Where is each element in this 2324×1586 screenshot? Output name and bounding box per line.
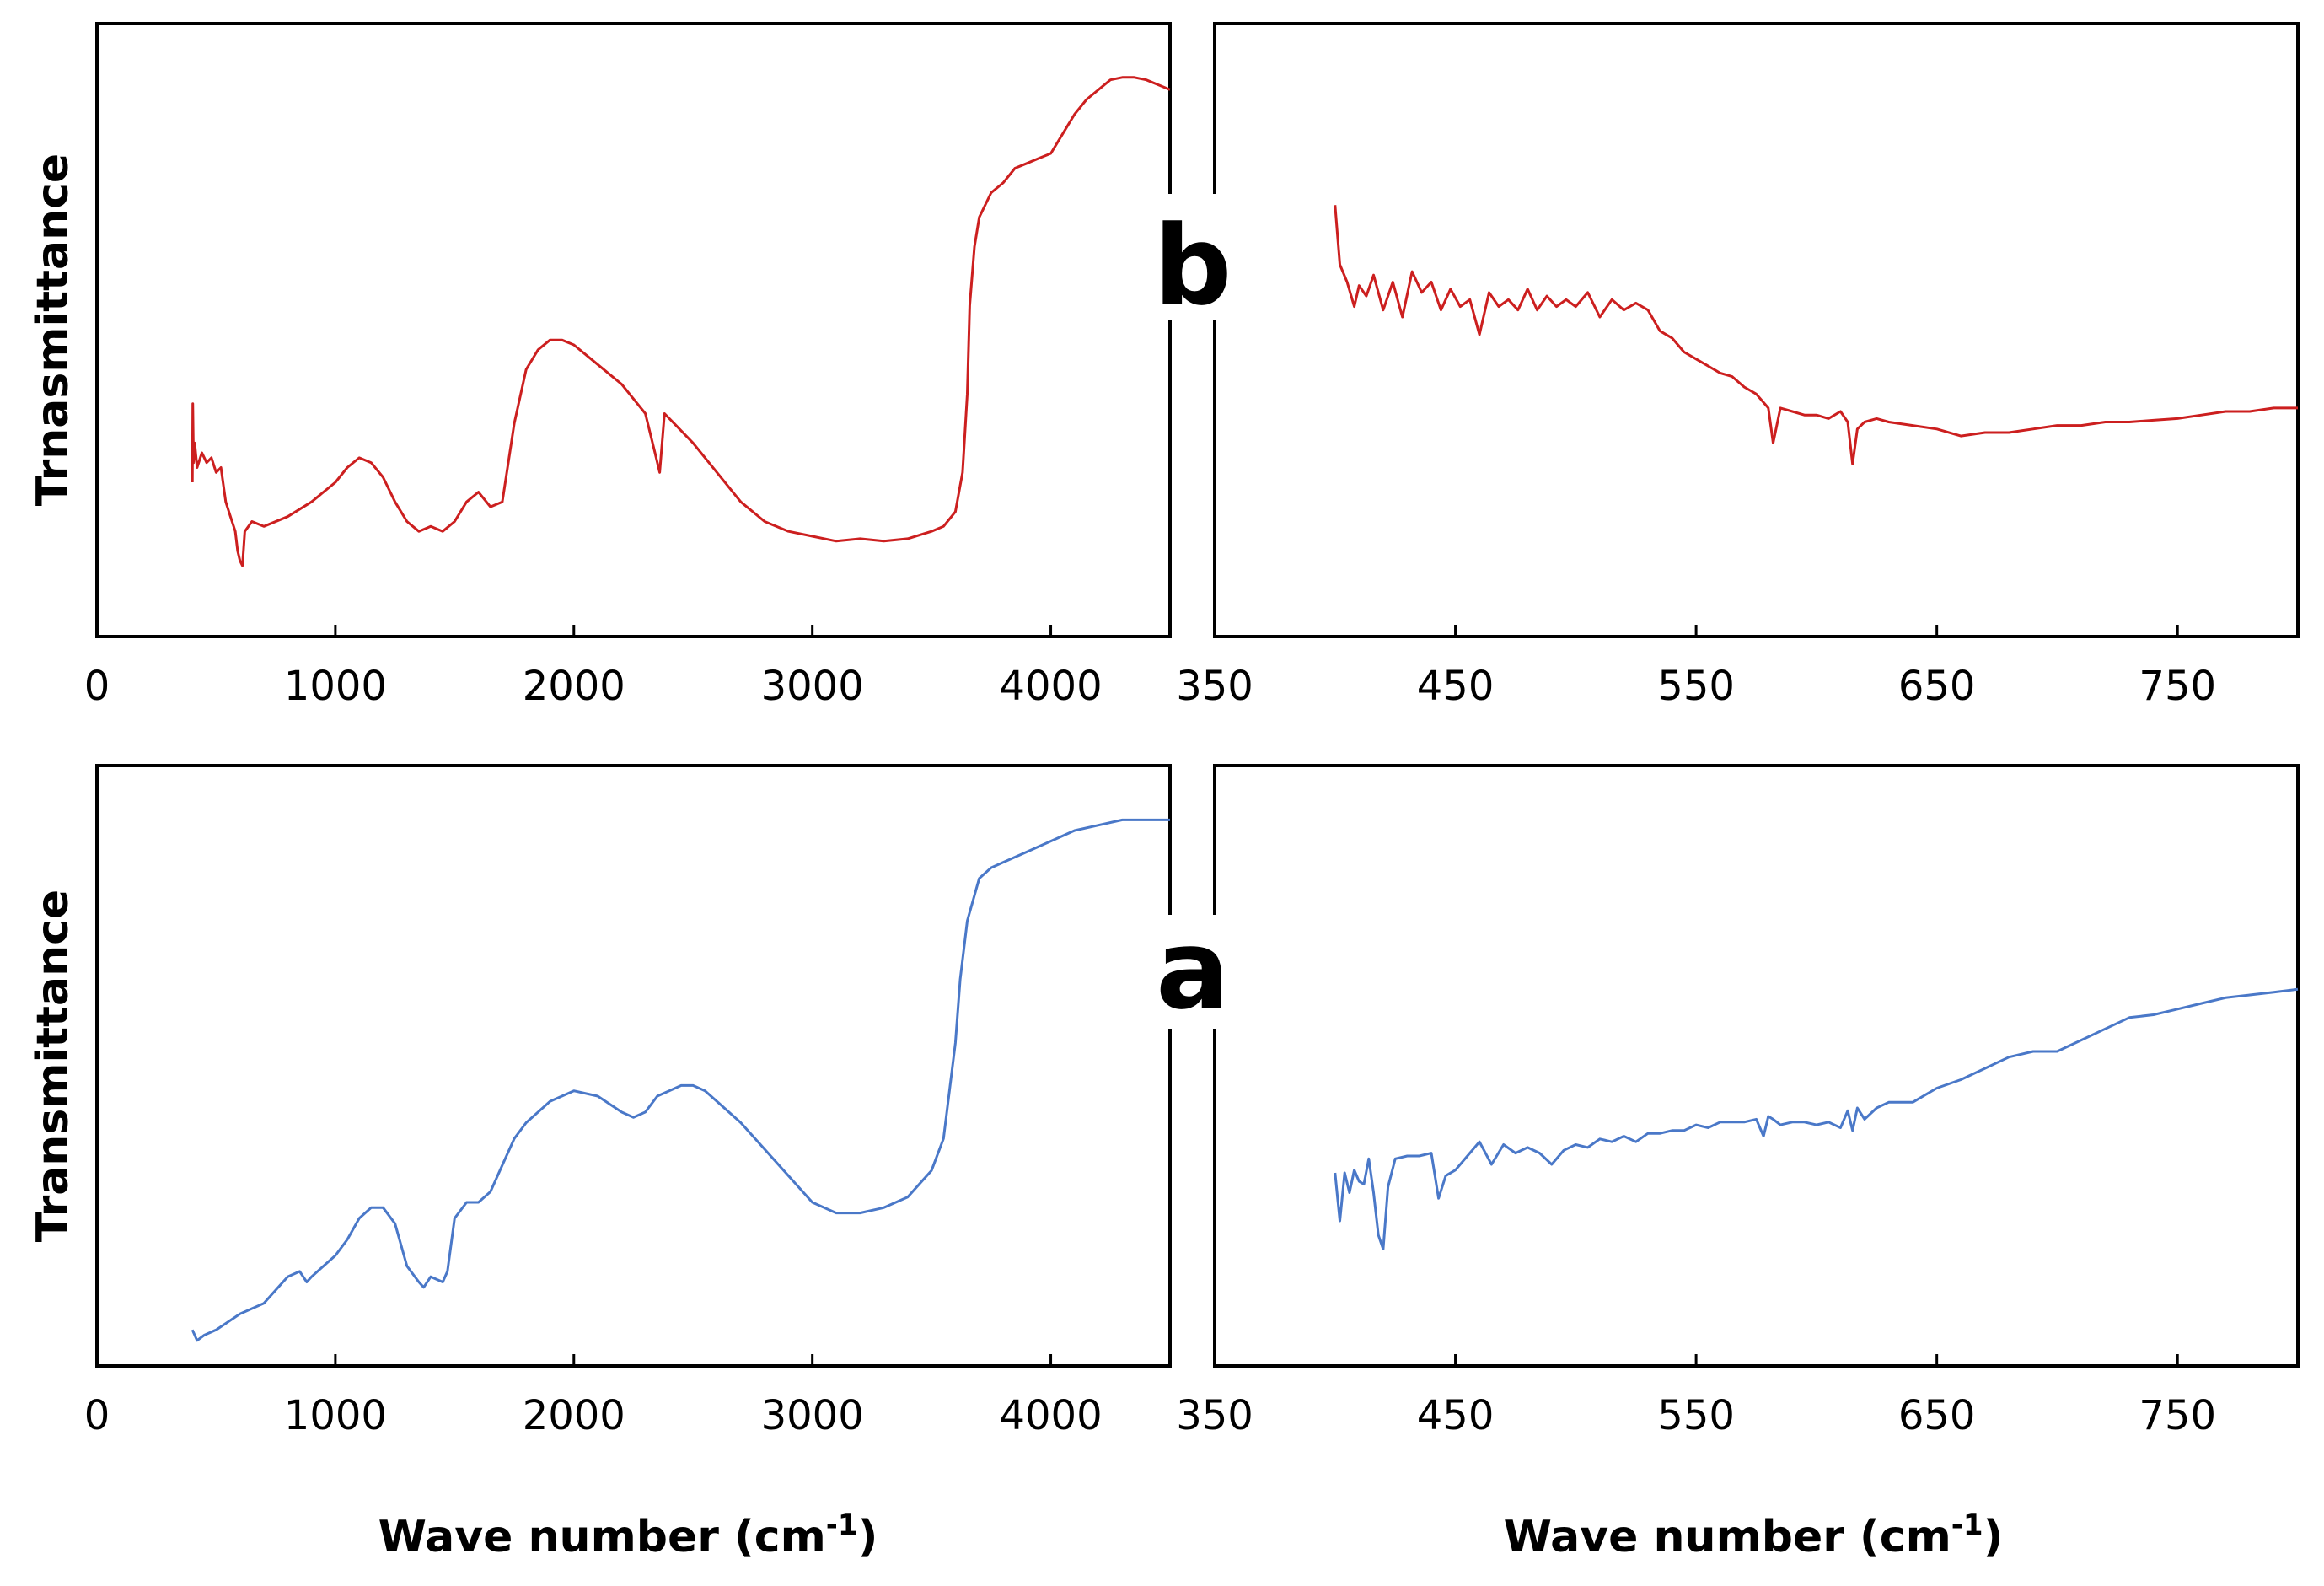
x-tick-label: 650 <box>1898 1392 1976 1439</box>
x-tick-label: 550 <box>1657 1392 1735 1439</box>
x-tick-label: 0 <box>84 663 110 710</box>
y-axis-label-b: Trnasmittance <box>28 153 78 506</box>
x-tick-label: 0 <box>84 1392 110 1439</box>
x-axis-label-superscript: -1 <box>826 1508 858 1542</box>
x-tick-label: 1000 <box>284 663 387 710</box>
panel-b-zoom: 350 450 550 650 750 <box>1176 22 2300 710</box>
x-tick-label: 2000 <box>523 1392 625 1439</box>
x-tick-label: 750 <box>2139 663 2216 710</box>
plot-frame-a-zoom <box>1213 764 2300 1368</box>
panel-letter-a: a <box>1156 906 1230 1034</box>
x-tick-label: 350 <box>1176 1392 1253 1439</box>
x-tick-label: 4000 <box>999 1392 1102 1439</box>
x-axis-label-a-zoom: Wave number (cm-1) <box>1504 1508 2004 1562</box>
panel-a-full: 0 1000 2000 3000 4000 Transmittance Wave num… <box>28 764 1172 1562</box>
x-tick-label: 550 <box>1657 663 1735 710</box>
x-axis-b-zoom: 350 450 550 650 750 <box>1176 625 2216 710</box>
x-tick-label: 450 <box>1417 1392 1495 1439</box>
x-tick-label: 650 <box>1898 663 1976 710</box>
x-tick-label: 2000 <box>523 663 625 710</box>
x-axis-label-a-full: Wave number (cm-1) <box>378 1508 878 1562</box>
x-tick-label: 450 <box>1417 663 1495 710</box>
panel-b-full: 0 1000 2000 3000 4000 Trnasmittance <box>28 22 1172 710</box>
y-axis-label-a: Transmittance <box>28 890 78 1242</box>
x-axis-label-close: ) <box>858 1512 878 1562</box>
plot-frame-b-full <box>95 22 1172 638</box>
panel-a-zoom: 350 450 550 650 750 Wave number (cm-1) <box>1176 764 2300 1562</box>
x-tick-label: 4000 <box>999 663 1102 710</box>
x-axis-label-close: ) <box>1983 1512 2004 1562</box>
spectrum-line-a-full <box>191 818 1170 1342</box>
spectrum-line-b-full <box>191 76 1171 567</box>
x-tick-label: 750 <box>2139 1392 2216 1439</box>
x-axis-b-full: 0 1000 2000 3000 4000 <box>84 625 1103 710</box>
x-axis-label-superscript: -1 <box>1951 1508 1983 1542</box>
panel-label-b: b <box>1153 194 1232 330</box>
x-axis-a-full: 0 1000 2000 3000 4000 <box>84 1354 1103 1439</box>
x-axis-label-text: Wave number (cm <box>378 1512 826 1562</box>
spectrum-line-a-zoom <box>1334 987 2299 1250</box>
x-tick-label: 3000 <box>761 663 864 710</box>
x-axis-a-zoom: 350 450 550 650 750 <box>1176 1354 2216 1439</box>
spectrum-line-b-zoom <box>1334 205 2298 465</box>
plot-frame-a-full <box>95 764 1172 1368</box>
x-tick-label: 350 <box>1176 663 1253 710</box>
x-tick-label: 3000 <box>761 1392 864 1439</box>
panel-label-a: a <box>1156 906 1230 1034</box>
plot-frame-b-zoom <box>1213 22 2300 638</box>
x-axis-label-text: Wave number (cm <box>1504 1512 1951 1562</box>
panel-letter-b: b <box>1153 202 1232 330</box>
x-tick-label: 1000 <box>284 1392 387 1439</box>
